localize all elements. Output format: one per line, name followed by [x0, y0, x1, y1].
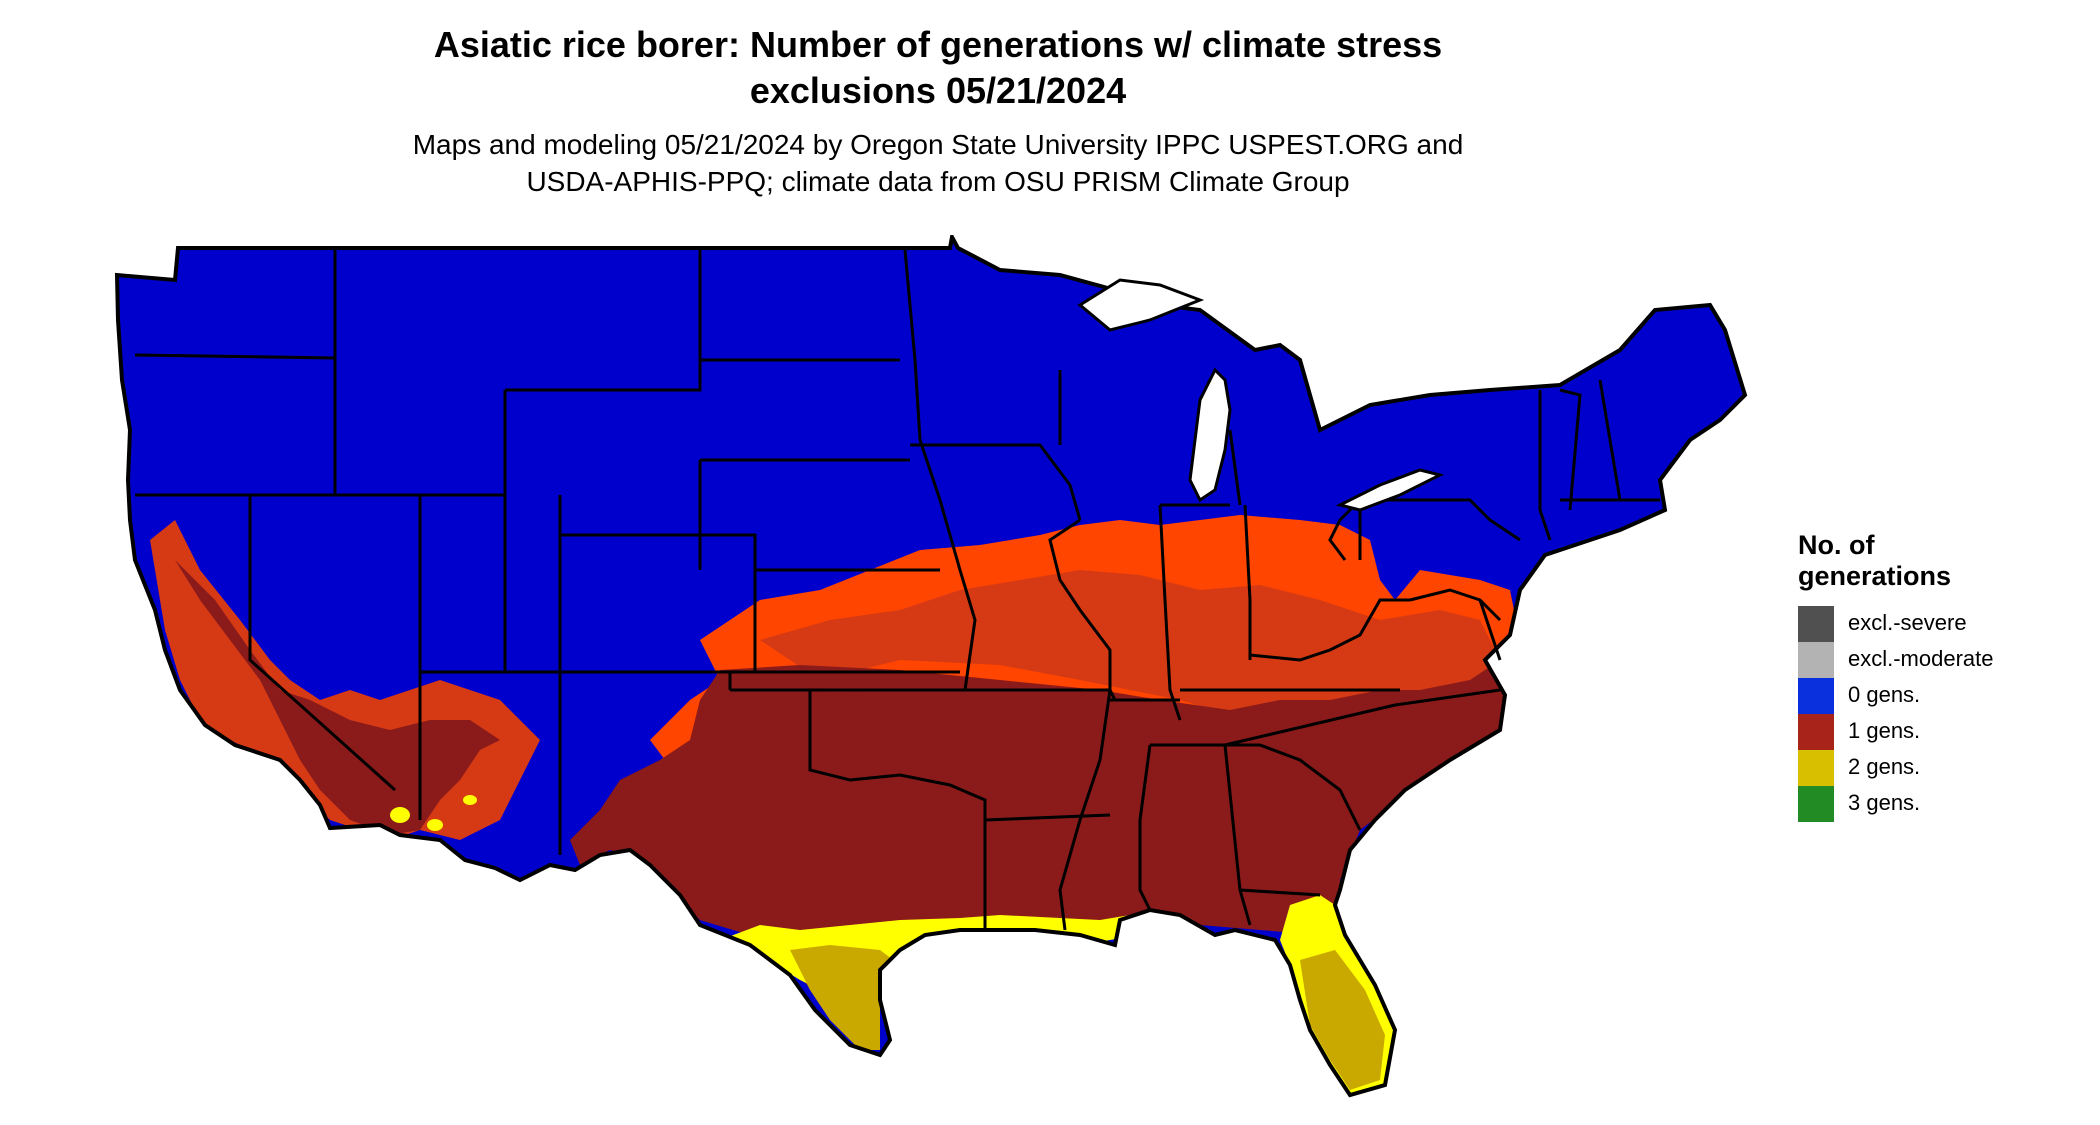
- lake-michigan: [1188, 367, 1232, 503]
- legend-label: 3 gens.: [1848, 790, 1921, 815]
- state-borders: [134, 248, 1660, 931]
- us-generations-map: [114, 235, 1748, 1115]
- zone-texas-2-gens: [790, 945, 900, 1050]
- lake-erie: [1335, 468, 1445, 512]
- legend-swatch: [1798, 786, 1834, 822]
- map-title: Asiatic rice borer: Number of generation…: [0, 22, 1876, 114]
- legend-label: 1 gens.: [1848, 718, 1921, 743]
- legend-label: excl.-moderate: [1848, 646, 1994, 671]
- legend-item-3-gens: 3 gens.: [1798, 786, 1951, 822]
- legend-item-excl-severe: excl.-severe: [1798, 606, 1967, 642]
- map-subtitle: Maps and modeling 05/21/2024 by Oregon S…: [0, 126, 1876, 200]
- legend-title-line-1: No. of: [1798, 530, 1875, 560]
- subtitle-line-2: USDA-APHIS-PPQ; climate data from OSU PR…: [526, 166, 1350, 197]
- legend-item-excl-moderate: excl.-moderate: [1798, 642, 1994, 678]
- zone-az-2-gens-b: [427, 819, 443, 831]
- zone-florida-2-gens-dark: [1300, 950, 1385, 1090]
- legend-swatch: [1798, 642, 1834, 678]
- title-line-1: Asiatic rice borer: Number of generation…: [433, 24, 1443, 65]
- legend-label: 0 gens.: [1848, 682, 1921, 707]
- legend-label: 2 gens.: [1848, 754, 1921, 779]
- zone-az-2-gens-c: [463, 795, 477, 805]
- legend-title-line-2: generations: [1798, 561, 1952, 591]
- subtitle-line-1: Maps and modeling 05/21/2024 by Oregon S…: [412, 129, 1464, 160]
- legend-item-2-gens: 2 gens.: [1798, 750, 1951, 786]
- legend-items: excl.-severe excl.-moderate 0 gens. 1 ge…: [1798, 606, 1994, 822]
- generation-zones: [117, 237, 1745, 1115]
- legend-swatch: [1798, 714, 1834, 750]
- legend-label: excl.-severe: [1848, 610, 1967, 635]
- legend-swatch: [1798, 606, 1834, 642]
- legend: No. of generations excl.-severe excl.-mo…: [1798, 530, 1994, 822]
- legend-swatch: [1798, 750, 1834, 786]
- us-outline: [114, 235, 1748, 1098]
- legend-swatch: [1798, 678, 1834, 714]
- legend-title: No. of generations: [1798, 530, 1951, 592]
- zone-3-gens: [1300, 1095, 1360, 1115]
- lake-superior: [1077, 278, 1205, 332]
- title-line-2: exclusions 05/21/2024: [749, 70, 1127, 111]
- legend-item-1-gens: 1 gens.: [1798, 714, 1951, 750]
- zone-az-2-gens-a: [390, 807, 410, 823]
- legend-item-0-gens: 0 gens.: [1798, 678, 1951, 714]
